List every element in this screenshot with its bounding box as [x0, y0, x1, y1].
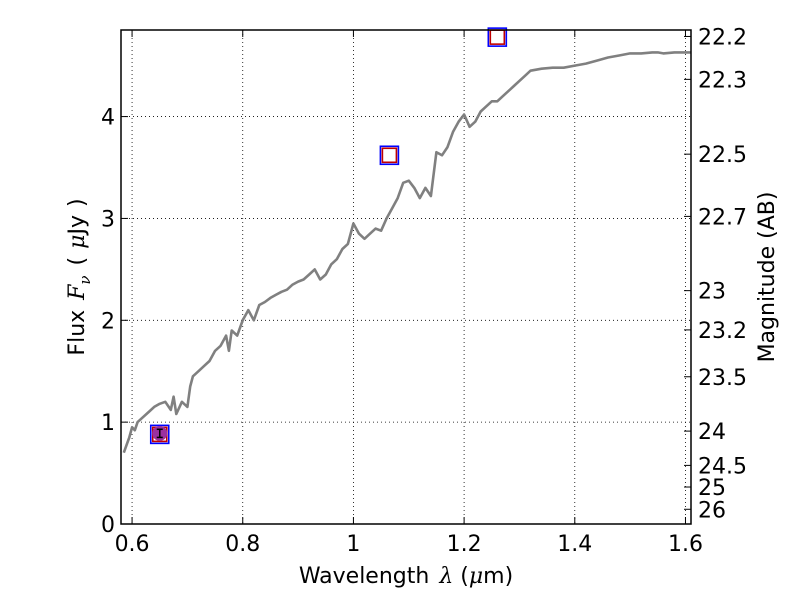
magnitude-tick-label: 22.3 — [698, 68, 747, 93]
magnitude-tick-label: 22.7 — [698, 205, 747, 230]
magnitude-tick-label: 25 — [698, 476, 726, 501]
data-series — [122, 27, 691, 454]
y-tick-label: 3 — [101, 207, 115, 232]
magnitude-tick-label: 22.2 — [698, 25, 747, 50]
photometry-square-marker — [149, 424, 170, 445]
photometry-square-marker — [487, 27, 508, 47]
x-tick-label: 1.4 — [557, 532, 592, 557]
x-axis-symbol: λ — [438, 564, 453, 589]
x-tick-label: 1.2 — [447, 532, 482, 557]
y-axis-symbol: F — [65, 284, 90, 301]
magnitude-tick-label: 24 — [698, 420, 726, 445]
magnitude-tick-label: 24.5 — [698, 454, 747, 479]
y-tick-label: 4 — [101, 106, 115, 131]
magnitude-tick-label: 23 — [698, 280, 726, 305]
y-axis-unit-mu: μ — [65, 235, 90, 249]
x-axis-unit-open: ( — [453, 564, 469, 589]
x-tick-label: 0.8 — [225, 532, 260, 557]
x-axis-unit-mu: μ — [469, 564, 483, 589]
photometry-square-marker — [379, 145, 400, 166]
axis-ticks — [121, 30, 691, 525]
magnitude-tick-label: 22.5 — [698, 143, 747, 168]
y-tick-label: 0 — [101, 513, 115, 538]
x-tick-label: 1 — [346, 532, 360, 557]
photometry-square-marker — [381, 147, 398, 164]
model-spectrum-line — [122, 51, 691, 454]
y-axis-subscript: ν — [76, 275, 94, 284]
y-axis-unit-rest: Jy — [65, 215, 90, 237]
y-tick-label: 1 — [101, 411, 115, 436]
right-axis-label: Magnitude (AB) — [755, 192, 780, 363]
x-axis-unit-rest: m) — [483, 564, 513, 589]
x-axis-label: Wavelength λ (μm) — [299, 564, 513, 589]
y-axis-unit-close: ) — [65, 198, 90, 207]
x-tick-label: 0.6 — [115, 532, 150, 557]
photometry-square-marker — [489, 29, 506, 45]
y-tick-label: 2 — [101, 309, 115, 334]
magnitude-tick-label: 23.2 — [698, 319, 747, 344]
grid-lines — [121, 30, 691, 525]
x-tick-label: 1.6 — [668, 532, 703, 557]
plot-frame — [120, 29, 692, 525]
y-axis-label: Flux Fν ( μJy) — [65, 198, 94, 355]
x-axis-label-text: Wavelength — [299, 564, 430, 589]
y-axis-unit-open: ( — [65, 257, 90, 266]
y-axis-label-text: Flux — [65, 310, 90, 356]
magnitude-tick-label: 23.5 — [698, 366, 747, 391]
magnitude-tick-label: 26 — [698, 498, 726, 523]
tick-labels: 0.6 0.8 1 1.2 1.4 1.60123422.222.322.522.7232… — [101, 25, 747, 557]
